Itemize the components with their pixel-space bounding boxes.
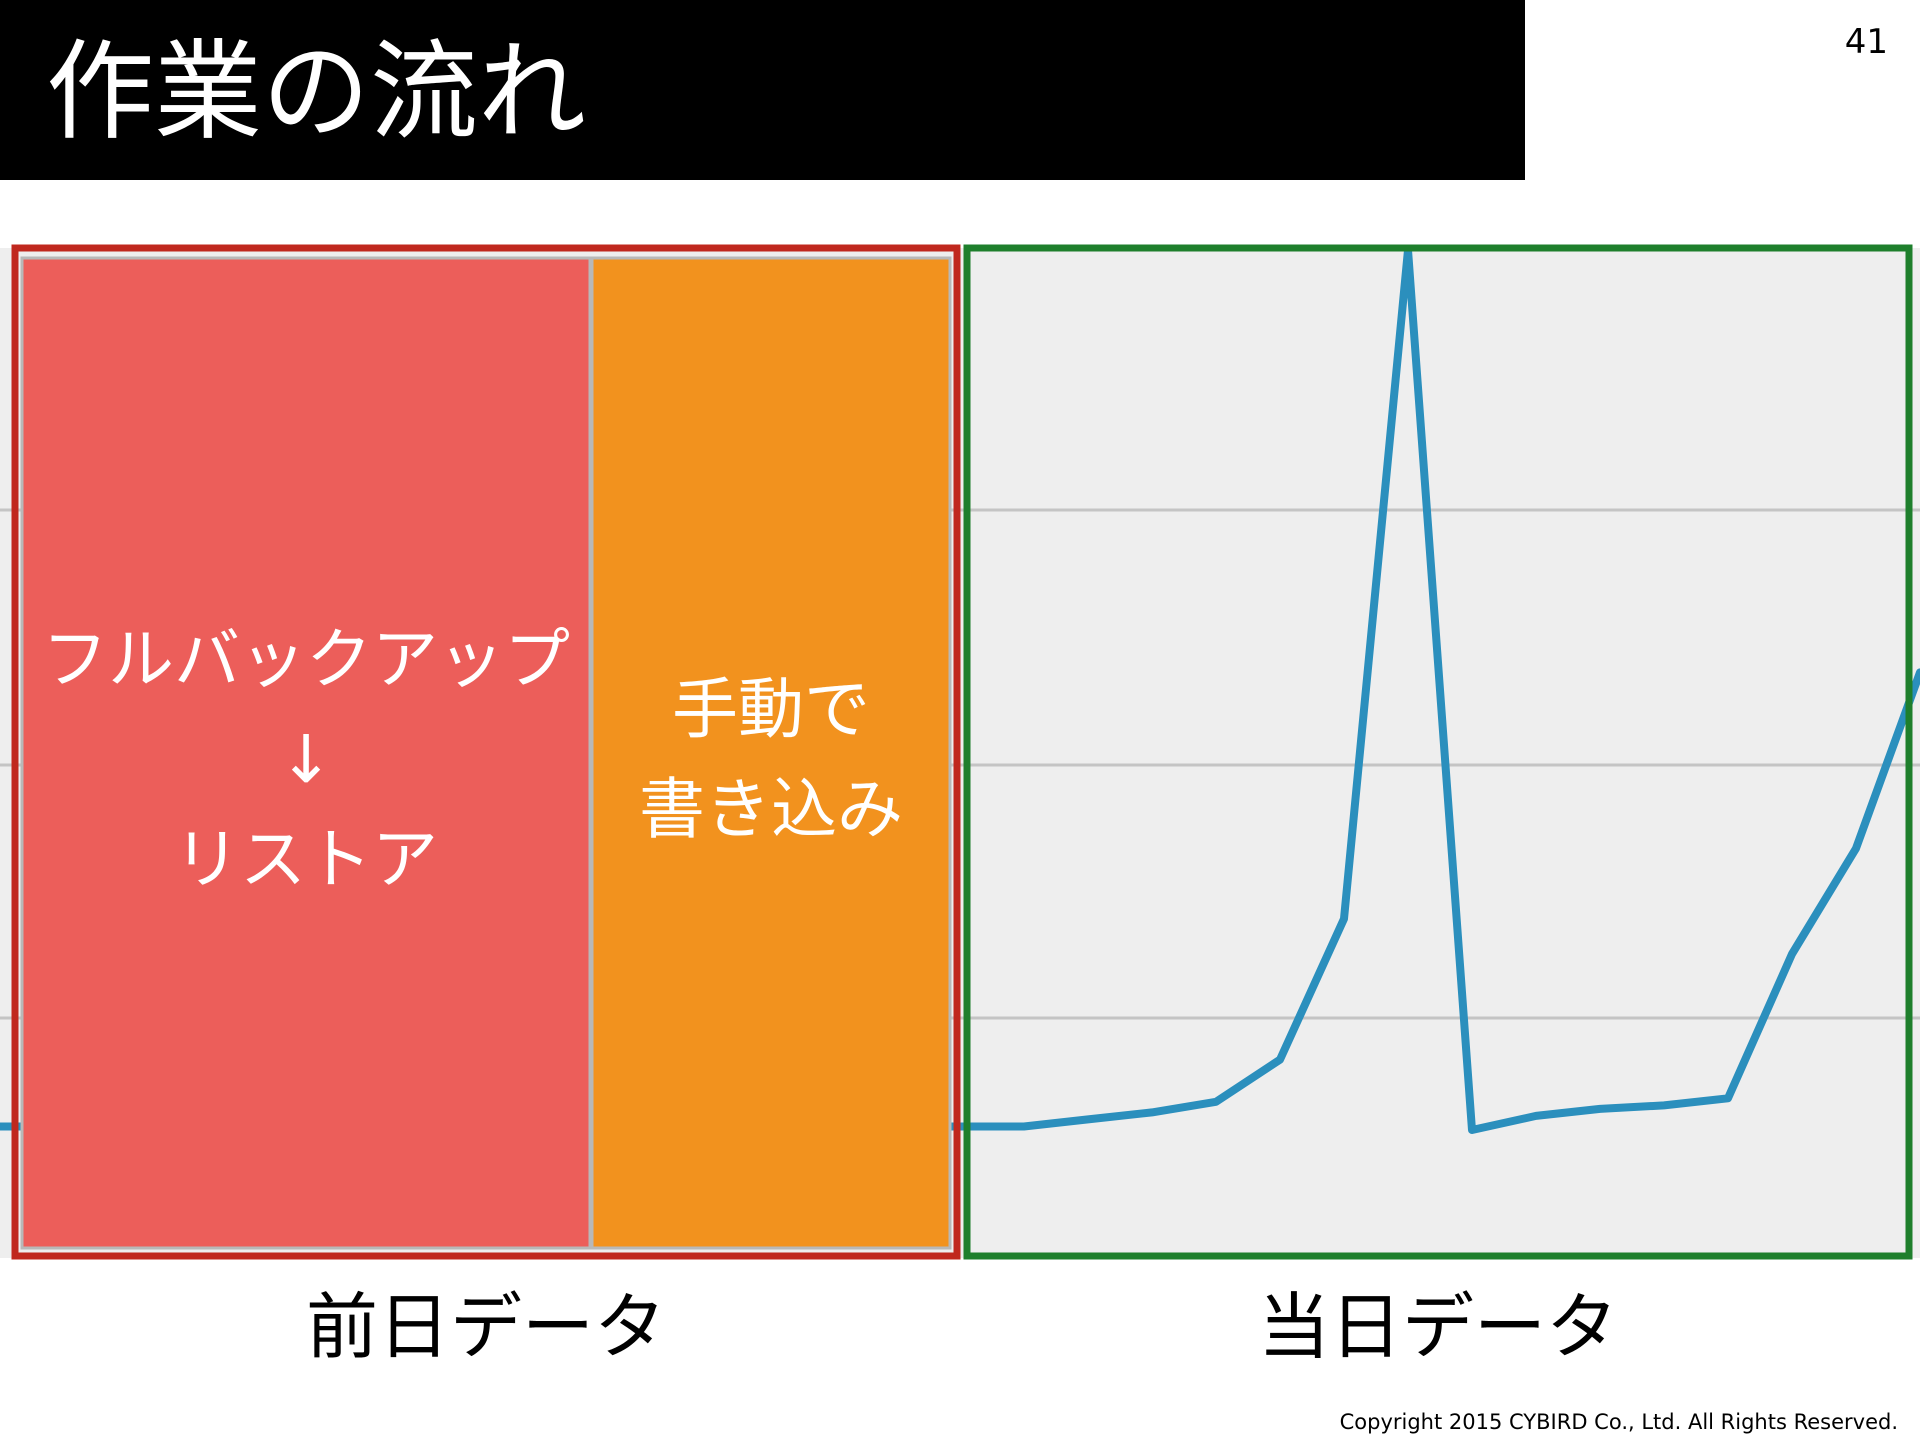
page-number: 41: [1844, 22, 1888, 62]
full-backup-line: フルバックアップ: [42, 621, 570, 698]
manual-write-text: 手動で 書き込み: [592, 660, 950, 860]
write-line: 書き込み: [639, 771, 903, 848]
copyright-footer: Copyright 2015 CYBIRD Co., Ltd. All Righ…: [1339, 1410, 1898, 1434]
arrow-down-icon: ↓: [278, 721, 334, 798]
slide-title: 作業の流れ: [46, 30, 587, 155]
full-backup-block: [20, 256, 592, 1250]
previous-day-label: 前日データ: [305, 1285, 666, 1369]
current-day-border: [963, 244, 1913, 1260]
title-bar: 作業の流れ: [0, 0, 1525, 180]
manual-write-block: [590, 256, 952, 1250]
current-day-label: 当日データ: [1257, 1285, 1618, 1369]
full-backup-text: フルバックアップ ↓ リストア: [22, 610, 590, 910]
restore-line: リストア: [174, 821, 438, 898]
manual-line: 手動で: [672, 671, 870, 748]
previous-day-border: [11, 244, 961, 1260]
